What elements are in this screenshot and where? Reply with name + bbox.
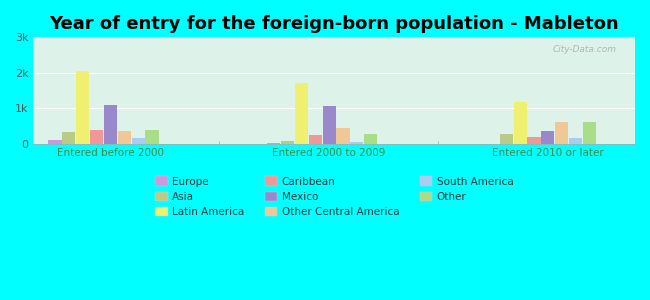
Legend: Europe, Asia, Latin America, Caribbean, Mexico, Other Central America, South Ame: Europe, Asia, Latin America, Caribbean, … bbox=[151, 172, 517, 221]
Bar bbox=[309, 135, 322, 143]
Bar bbox=[500, 134, 513, 143]
Bar bbox=[527, 137, 541, 143]
Bar bbox=[118, 131, 131, 143]
Bar bbox=[49, 140, 62, 143]
Title: Year of entry for the foreign-born population - Mableton: Year of entry for the foreign-born popul… bbox=[49, 15, 619, 33]
Bar bbox=[76, 71, 89, 143]
Bar bbox=[322, 106, 335, 143]
Bar bbox=[90, 130, 103, 143]
Bar bbox=[541, 131, 554, 143]
Bar bbox=[62, 132, 75, 143]
Bar bbox=[555, 122, 568, 143]
Bar bbox=[514, 102, 526, 143]
Bar bbox=[350, 142, 363, 143]
Bar bbox=[583, 122, 596, 143]
Bar bbox=[146, 130, 159, 143]
Bar bbox=[281, 141, 294, 143]
Bar bbox=[569, 137, 582, 143]
Bar bbox=[104, 105, 117, 143]
Bar bbox=[295, 83, 308, 143]
Text: City-Data.com: City-Data.com bbox=[553, 45, 617, 54]
Bar bbox=[131, 138, 145, 143]
Bar bbox=[267, 142, 280, 143]
Bar bbox=[337, 128, 350, 143]
Bar bbox=[364, 134, 377, 143]
